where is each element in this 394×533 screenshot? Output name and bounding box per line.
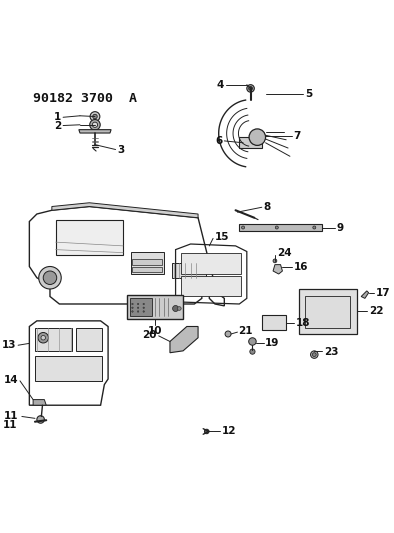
Circle shape	[310, 351, 318, 358]
Text: 10: 10	[148, 327, 162, 336]
Bar	[305, 296, 350, 328]
Bar	[76, 328, 102, 351]
Text: 6: 6	[215, 136, 223, 146]
Circle shape	[132, 303, 133, 305]
Bar	[262, 315, 286, 330]
Text: 24: 24	[277, 248, 292, 259]
Circle shape	[273, 259, 277, 263]
Circle shape	[138, 307, 139, 309]
Bar	[239, 137, 262, 148]
Text: 90182 3700  A: 90182 3700 A	[33, 92, 137, 105]
Circle shape	[37, 416, 45, 423]
Bar	[56, 220, 123, 255]
Circle shape	[132, 311, 133, 312]
Circle shape	[173, 305, 178, 311]
Bar	[181, 253, 241, 274]
Circle shape	[138, 303, 139, 305]
Circle shape	[143, 311, 145, 312]
Text: 12: 12	[221, 426, 236, 437]
Circle shape	[143, 303, 145, 305]
Text: 11: 11	[4, 411, 18, 422]
Circle shape	[92, 122, 98, 127]
Circle shape	[313, 226, 316, 229]
Polygon shape	[52, 203, 198, 218]
Text: 9: 9	[337, 222, 344, 232]
Polygon shape	[79, 130, 111, 133]
Text: 21: 21	[238, 326, 253, 336]
Circle shape	[93, 114, 97, 119]
Circle shape	[249, 338, 256, 345]
Bar	[132, 266, 162, 272]
Polygon shape	[361, 291, 369, 298]
Circle shape	[247, 85, 254, 92]
Circle shape	[250, 349, 255, 354]
Text: 23: 23	[324, 347, 338, 357]
Bar	[181, 276, 241, 296]
Text: 3: 3	[117, 144, 125, 155]
Bar	[35, 357, 102, 381]
Polygon shape	[33, 400, 46, 405]
Text: 5: 5	[305, 89, 312, 99]
Polygon shape	[273, 264, 282, 274]
Text: 11: 11	[3, 419, 17, 430]
Text: 20: 20	[142, 330, 157, 340]
Circle shape	[249, 86, 253, 90]
Polygon shape	[170, 327, 198, 353]
Text: 7: 7	[294, 131, 301, 141]
Text: 4: 4	[217, 79, 224, 90]
Text: 13: 13	[2, 340, 16, 350]
Circle shape	[90, 111, 100, 122]
Circle shape	[225, 331, 231, 337]
Circle shape	[138, 311, 139, 312]
Circle shape	[132, 307, 133, 309]
Bar	[239, 224, 322, 231]
Circle shape	[38, 333, 48, 343]
Text: 17: 17	[375, 288, 390, 298]
Text: 14: 14	[4, 375, 18, 385]
Text: 2: 2	[54, 120, 61, 131]
Bar	[299, 289, 357, 334]
Text: 16: 16	[294, 262, 308, 272]
Text: 22: 22	[369, 306, 383, 317]
Circle shape	[39, 266, 61, 289]
Circle shape	[275, 226, 278, 229]
Text: 1: 1	[54, 112, 61, 122]
Circle shape	[41, 335, 45, 340]
Circle shape	[143, 307, 145, 309]
Bar	[127, 295, 183, 319]
Bar	[132, 259, 162, 264]
Bar	[172, 263, 206, 278]
Circle shape	[249, 129, 266, 146]
Circle shape	[177, 306, 181, 310]
Circle shape	[90, 119, 100, 130]
Text: 8: 8	[264, 202, 271, 212]
Bar	[35, 328, 72, 351]
Text: 15: 15	[215, 231, 229, 241]
Bar	[130, 298, 152, 316]
Circle shape	[312, 353, 316, 357]
Text: 18: 18	[296, 318, 310, 328]
Bar	[130, 252, 164, 274]
Circle shape	[204, 429, 209, 434]
Circle shape	[43, 271, 57, 285]
Text: 19: 19	[265, 338, 279, 349]
Circle shape	[242, 226, 245, 229]
